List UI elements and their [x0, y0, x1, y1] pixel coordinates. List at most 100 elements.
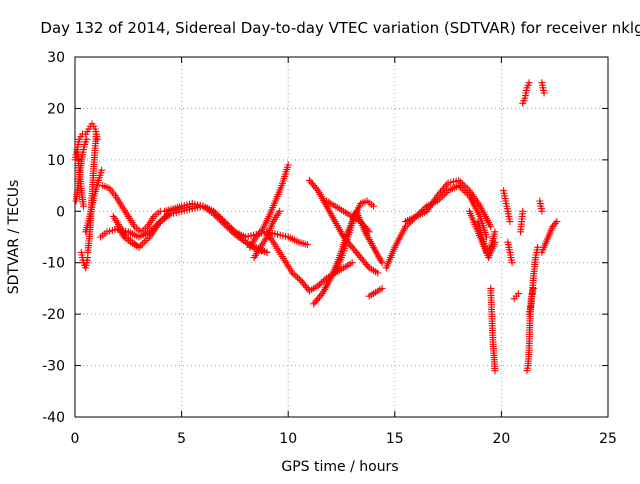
data-point-marker	[514, 290, 522, 298]
series-track-15	[306, 176, 382, 277]
y-axis-label: SDTVAR / TECUs	[6, 180, 22, 295]
series-track-23	[474, 218, 499, 256]
series-track-34	[538, 218, 561, 256]
data-point-marker	[442, 188, 450, 196]
data-point-marker	[83, 135, 91, 143]
series-track-08	[99, 182, 164, 236]
data-point-marker	[313, 185, 321, 193]
data-point-marker	[319, 277, 327, 285]
data-point-marker	[534, 243, 542, 251]
data-point-marker	[139, 240, 147, 248]
data-point-marker	[491, 228, 499, 236]
data-point-marker	[140, 238, 148, 246]
x-tick-label: 10	[279, 431, 297, 447]
data-point-marker	[290, 271, 298, 279]
data-point-marker	[525, 79, 533, 87]
data-point-marker	[485, 245, 493, 253]
data-point-marker	[374, 269, 382, 277]
x-tick-label: 15	[386, 431, 404, 447]
data-point-marker	[458, 180, 466, 188]
data-point-marker	[369, 202, 377, 210]
data-point-marker	[144, 235, 152, 243]
data-point-marker	[162, 212, 170, 220]
data-point-marker	[303, 241, 311, 249]
data-point-marker	[158, 216, 166, 224]
data-point-marker	[98, 166, 106, 174]
series-track-31	[525, 243, 542, 318]
series-track-28	[519, 79, 533, 107]
series-track-14	[263, 228, 356, 295]
data-point-marker	[365, 228, 373, 236]
data-point-marker	[292, 272, 300, 280]
data-point-marker	[457, 178, 465, 186]
y-tick-label: -20	[42, 307, 65, 323]
y-tick-label: 30	[47, 50, 65, 66]
data-point-marker	[263, 248, 271, 256]
x-tick-label: 25	[599, 431, 617, 447]
data-point-marker	[160, 214, 168, 222]
series-track-25	[500, 187, 514, 226]
data-point-marker	[508, 259, 516, 267]
data-point-marker	[317, 291, 325, 299]
data-layer	[71, 79, 561, 375]
data-point-marker	[506, 218, 514, 226]
data-point-marker	[215, 215, 223, 223]
axis-layer: 0 5 10 15 20 25 -40 -30 -20 -10 0 10 20 30	[42, 50, 617, 447]
data-point-marker	[284, 161, 292, 169]
data-point-marker	[156, 218, 164, 226]
data-point-marker	[462, 183, 470, 191]
series-track-19	[365, 284, 386, 300]
data-point-marker	[487, 223, 495, 231]
data-point-marker	[210, 210, 218, 218]
y-tick-label: -10	[42, 256, 65, 272]
data-point-marker	[314, 282, 322, 290]
x-tick-label: 0	[71, 431, 80, 447]
data-point-marker	[538, 207, 546, 215]
x-tick-label: 20	[492, 431, 510, 447]
data-point-marker	[364, 226, 372, 234]
data-point-marker	[317, 279, 325, 287]
data-point-marker	[142, 236, 150, 244]
series-track-27	[510, 290, 522, 303]
y-tick-label: 0	[56, 204, 65, 220]
data-point-marker	[213, 213, 221, 221]
series-track-03	[73, 146, 88, 210]
plot-frame	[74, 56, 609, 418]
series-track-32	[536, 197, 546, 215]
data-point-marker	[92, 130, 100, 138]
data-point-marker	[378, 259, 386, 267]
data-point-marker	[222, 222, 230, 230]
data-point-marker	[226, 225, 234, 233]
x-axis-label: GPS time / hours	[281, 459, 398, 475]
data-point-marker	[348, 259, 356, 267]
data-point-marker	[540, 89, 548, 97]
series-track-06	[84, 130, 100, 256]
series-track-21	[401, 176, 495, 231]
data-point-marker	[137, 242, 145, 250]
data-point-marker	[294, 274, 302, 282]
data-point-marker	[217, 217, 225, 225]
y-tick-label: -40	[42, 410, 65, 426]
chart-title: Day 132 of 2014, Sidereal Day-to-day VTE…	[40, 19, 640, 37]
data-point-marker	[491, 367, 499, 375]
data-point-marker	[276, 207, 284, 215]
series-track-12	[246, 161, 292, 251]
series-track-26	[504, 238, 516, 267]
data-point-marker	[316, 280, 324, 288]
data-point-marker	[295, 275, 303, 283]
data-point-marker	[288, 269, 296, 277]
y-tick-label: 20	[47, 101, 65, 117]
data-point-marker	[220, 220, 228, 228]
data-point-marker	[227, 227, 235, 235]
data-point-marker	[229, 229, 237, 237]
data-point-marker	[460, 182, 468, 190]
data-point-marker	[551, 219, 559, 227]
y-tick-label: -30	[42, 359, 65, 375]
data-point-marker	[364, 262, 372, 270]
series-track-24	[487, 284, 499, 375]
data-point-marker	[80, 202, 88, 210]
data-point-marker	[135, 243, 143, 251]
series-track-04	[77, 248, 92, 272]
